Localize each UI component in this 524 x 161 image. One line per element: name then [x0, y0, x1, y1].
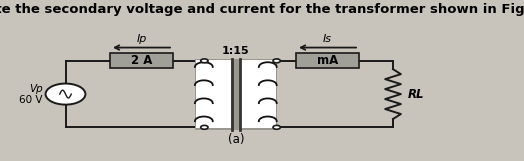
- Text: 60 V: 60 V: [19, 95, 43, 105]
- Text: RL: RL: [408, 88, 424, 101]
- Text: 35. Calculate the secondary voltage and current for the transformer shown in Fig: 35. Calculate the secondary voltage and …: [0, 3, 524, 16]
- Text: Ip: Ip: [136, 34, 147, 44]
- Text: 2 A: 2 A: [131, 54, 152, 67]
- Bar: [110, 53, 173, 68]
- Text: mA: mA: [317, 54, 338, 67]
- Circle shape: [201, 59, 208, 63]
- Circle shape: [273, 59, 280, 63]
- Circle shape: [46, 84, 85, 105]
- Bar: [296, 53, 359, 68]
- Bar: [196, 60, 231, 128]
- Text: 1:15: 1:15: [222, 46, 249, 56]
- Bar: [241, 60, 276, 128]
- Text: (a): (a): [227, 133, 244, 146]
- Text: Is: Is: [323, 34, 332, 44]
- Circle shape: [201, 125, 208, 129]
- Text: Vp: Vp: [29, 84, 43, 94]
- Bar: [195, 59, 277, 130]
- Circle shape: [273, 125, 280, 129]
